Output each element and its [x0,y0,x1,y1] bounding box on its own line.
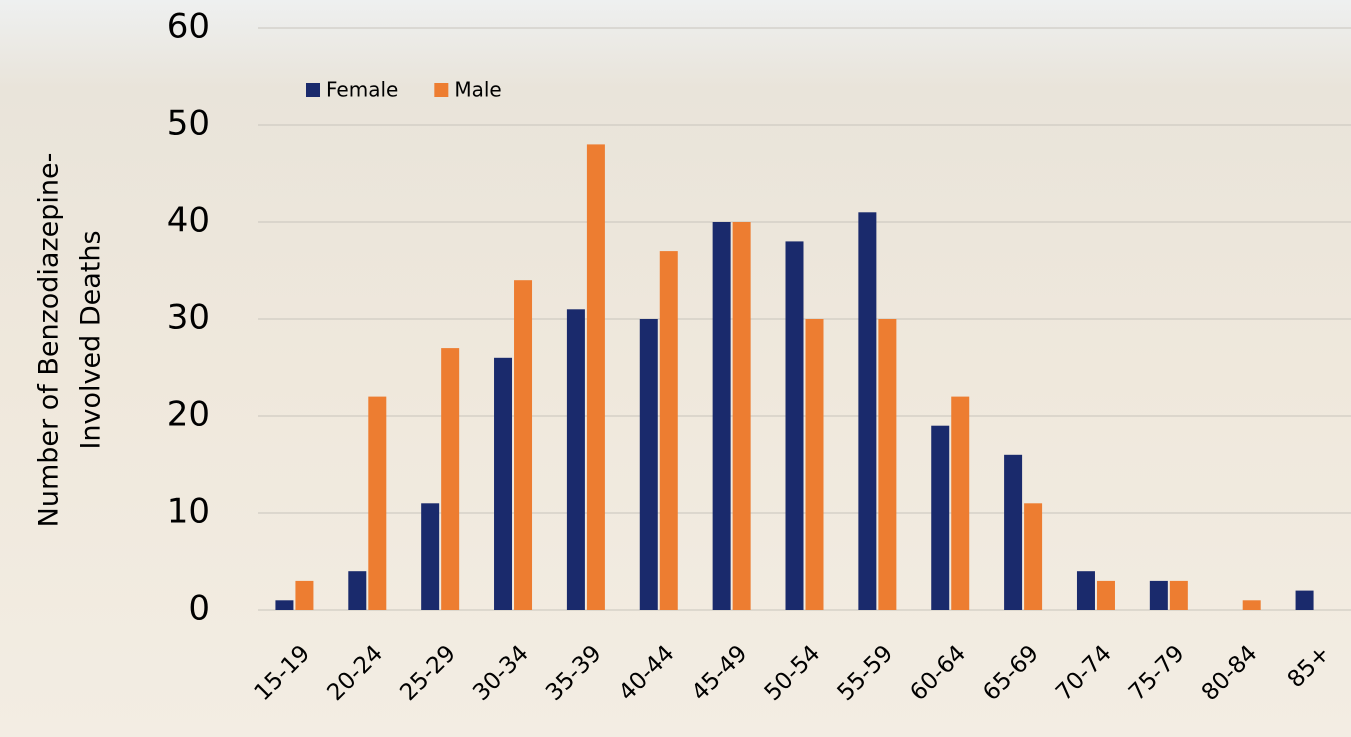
y-axis-label: Involved Deaths [76,230,107,449]
y-tick-label: 60 [167,7,210,47]
y-tick-label: 10 [167,492,210,532]
bar [713,222,731,610]
bar [295,581,313,610]
bar [1077,571,1095,610]
bar [1150,581,1168,610]
bar [1243,600,1261,610]
legend-swatch [306,83,320,97]
bar [660,251,678,610]
legend-swatch [434,83,448,97]
bar [368,397,386,610]
y-tick-label: 30 [167,298,210,338]
bar [1097,581,1115,610]
y-tick-label: 50 [167,104,210,144]
bar [421,503,439,610]
bar [640,319,658,610]
bar [587,144,605,610]
y-tick-label: 0 [188,589,210,629]
bar [878,319,896,610]
y-tick-label: 40 [167,201,210,241]
bar [1004,455,1022,610]
chart: Number of Benzodiazepine- Involved Deaths… [0,0,1351,737]
y-tick-label: 20 [167,395,210,435]
legend-label: Male [454,78,501,102]
bar [733,222,751,610]
bar [514,280,532,610]
bar [1024,503,1042,610]
bar [786,241,804,610]
bar [858,212,876,610]
bar [275,600,293,610]
bar [931,426,949,610]
bar [494,358,512,610]
bar [348,571,366,610]
bar [1170,581,1188,610]
bar [951,397,969,610]
y-axis-label: Number of Benzodiazepine- [34,153,65,528]
bar [1296,591,1314,610]
bar [567,309,585,610]
bar [806,319,824,610]
legend-label: Female [326,78,398,102]
bar [441,348,459,610]
